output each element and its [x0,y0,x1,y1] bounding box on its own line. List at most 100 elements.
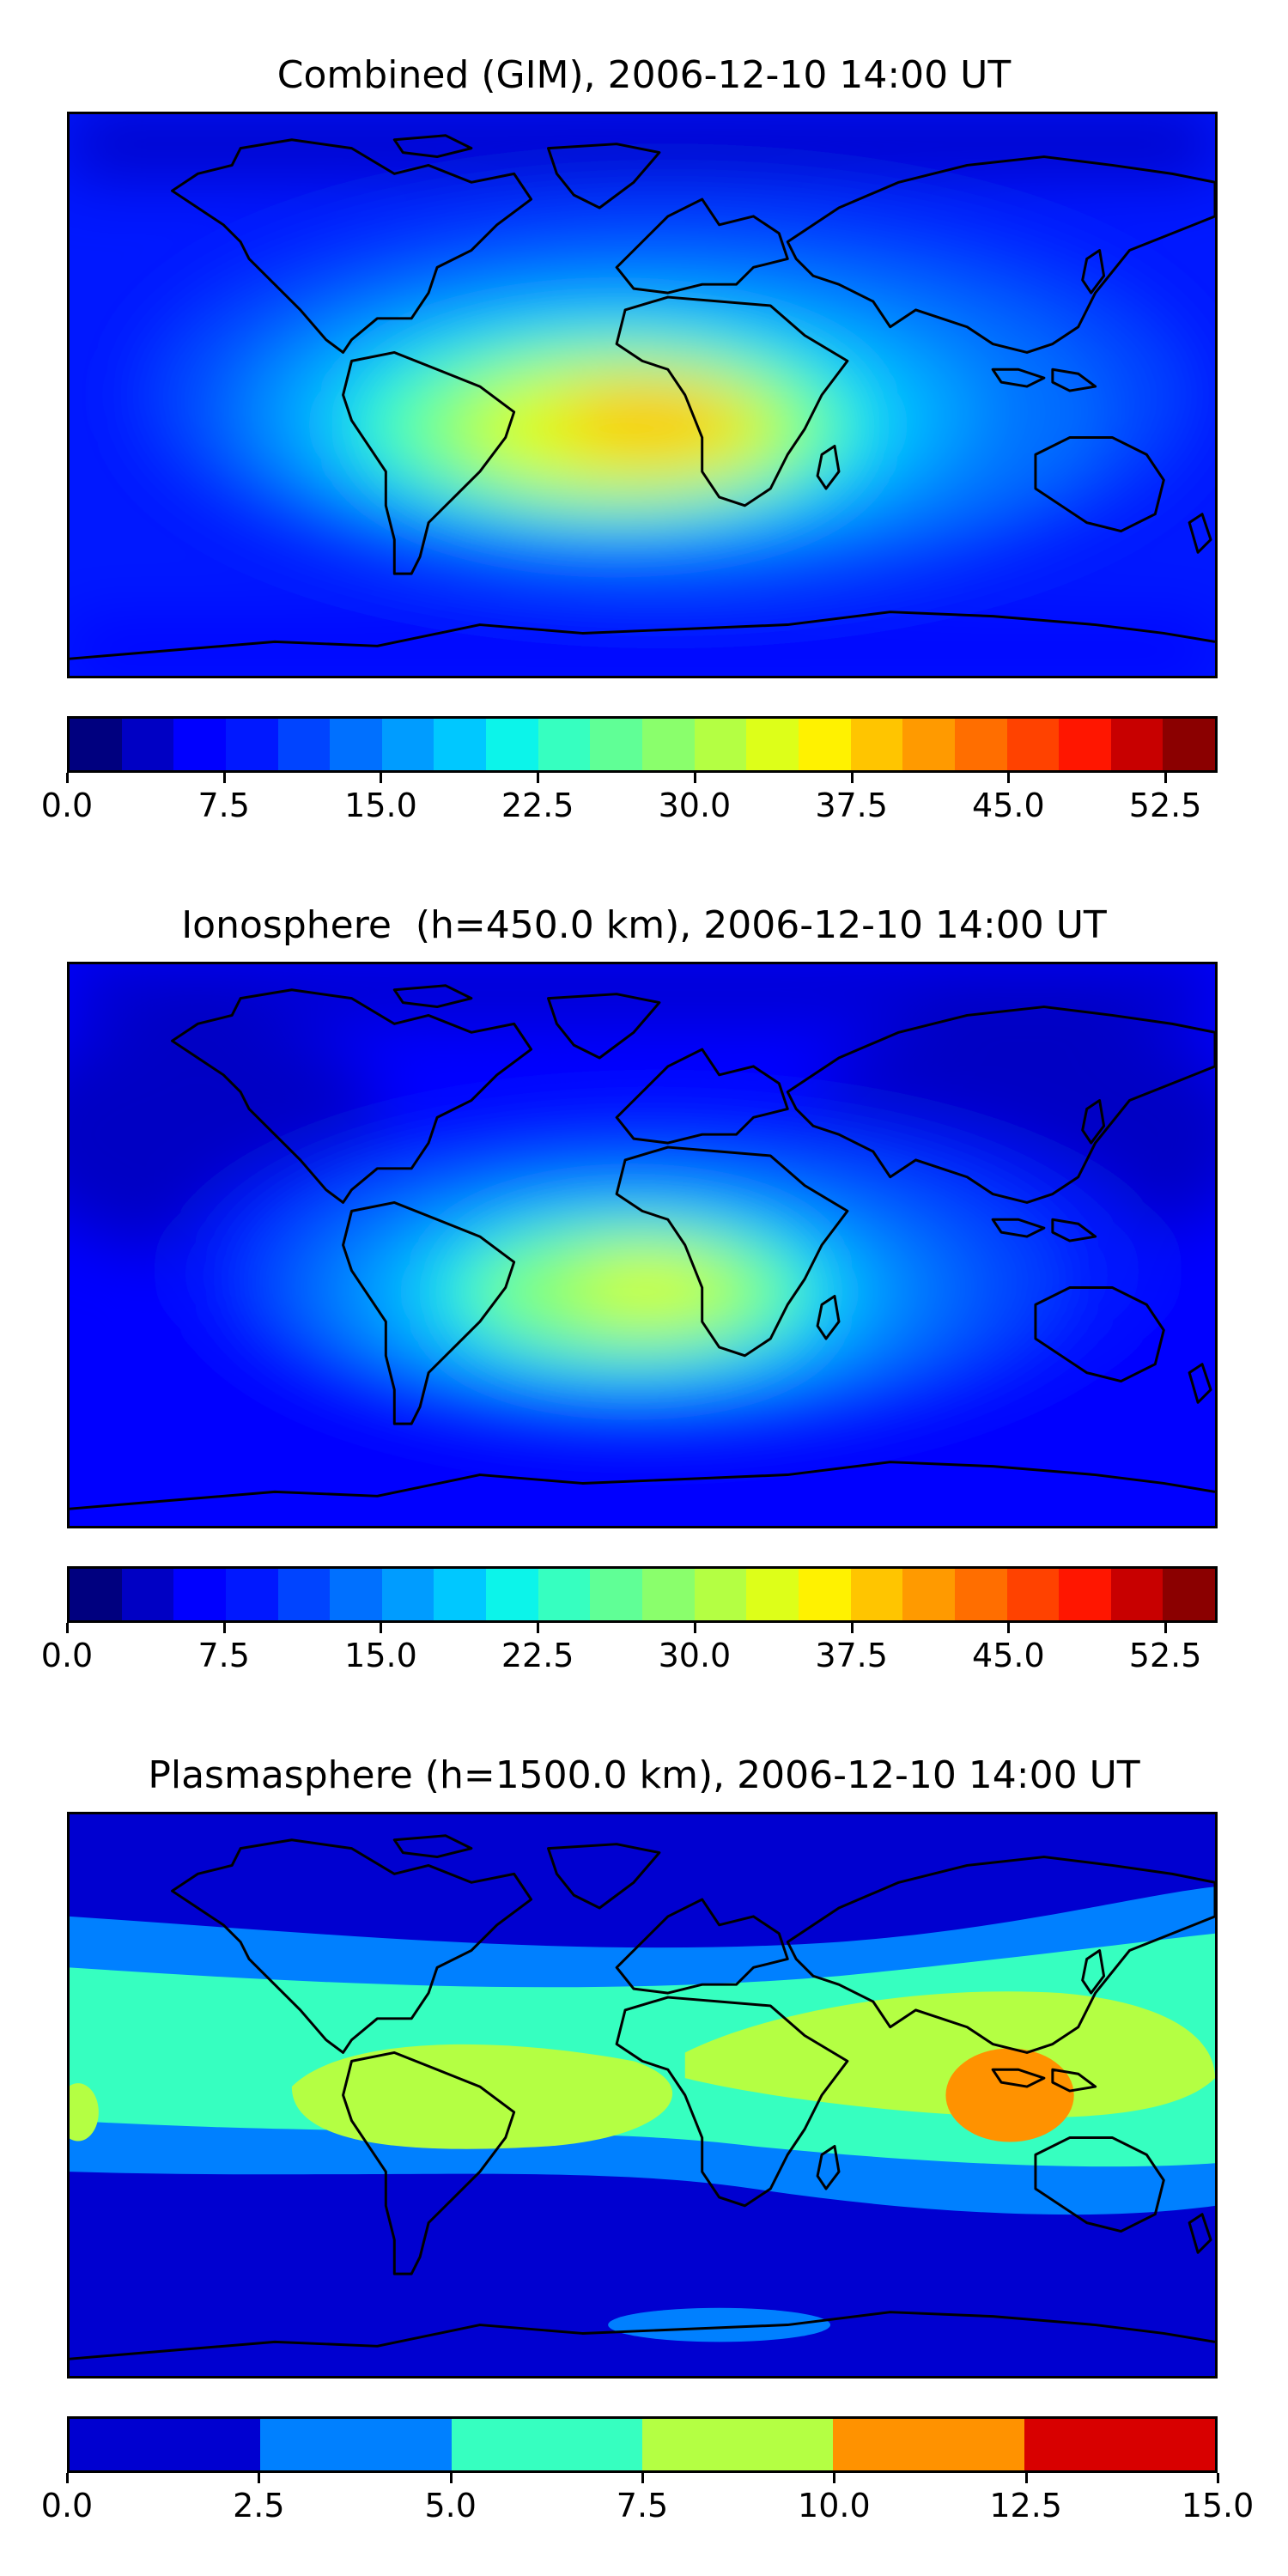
map-ionosphere [67,962,1218,1528]
field-contours [70,1886,1215,2342]
colorbar-segment [590,1569,643,1620]
colorbar-tick-label: 5.0 [424,2487,477,2524]
colorbar-tick [1024,2473,1028,2483]
colorbar-tick-label: 10.0 [798,2487,871,2524]
colorbar-tick [222,773,226,783]
colorbar-segment [902,1569,955,1620]
colorbar-segment [225,1569,278,1620]
colorbar-segment [746,1569,799,1620]
colorbar-segment [954,1569,1007,1620]
map-plasmasphere [67,1812,1218,2379]
colorbar-segment [1006,1569,1060,1620]
colorbar-segment [451,2419,642,2470]
colorbar-tick-label: 37.5 [815,787,888,824]
colorbar-ionosphere [67,1566,1218,1623]
colorbar-segment [381,1569,434,1620]
colorbar-tick [833,2473,836,2483]
colorbar-tick [1007,773,1011,783]
colorbar-segment [330,719,382,770]
colorbar-segment [850,1569,903,1620]
colorbar-tick-label: 15.0 [1181,2487,1255,2524]
map-svg [70,1814,1215,2376]
colorbar-tick [1217,2473,1219,2483]
colorbar-segment [833,2419,1024,2470]
colorbar-segment [173,1569,226,1620]
colorbar-segment [1059,719,1111,770]
colorbar-segment [381,719,434,770]
colorbar-segment [260,2419,452,2470]
colorbar-tick-label: 0.0 [40,787,94,824]
colorbar-tick-label: 12.5 [989,2487,1062,2524]
colorbar-segment [1110,1569,1163,1620]
colorbar-tick [1164,1623,1168,1633]
colorbar-segment [954,719,1007,770]
colorbar-segment [1163,719,1216,770]
colorbar-tick [693,773,696,783]
map-svg [70,964,1215,1526]
colorbar-segment [277,719,331,770]
colorbar-tick-label: 30.0 [658,787,732,824]
colorbar-tick-label: 45.0 [972,1637,1045,1674]
colorbar-tick-label: 7.5 [197,787,250,824]
colorbar-plasmasphere [67,2416,1218,2473]
colorbar-segment [173,719,226,770]
colorbar-tick [850,1623,854,1633]
colorbar-tick-label: 15.0 [344,1637,417,1674]
colorbar-tick [258,2473,261,2483]
colorbar-segment [277,1569,331,1620]
colorbar-segment [798,1569,851,1620]
colorbar-tick [537,773,540,783]
colorbar-tick [66,2473,69,2483]
panel-title: Combined (GIM), 2006-12-10 14:00 UT [276,53,1012,97]
colorbar-segment [642,719,695,770]
colorbar-segment [486,719,538,770]
colorbar-segment [70,1569,122,1620]
colorbar-segment [225,719,278,770]
colorbar-tick [380,1623,383,1633]
map-combined [67,112,1218,678]
colorbar-tick [380,773,383,783]
colorbar-tick-label: 0.0 [40,2487,94,2524]
colorbar-tick [66,1623,69,1633]
colorbar-segment [538,1569,591,1620]
colorbar-tick-label: 30.0 [658,1637,732,1674]
colorbar-tick-label: 7.5 [616,2487,669,2524]
colorbar-segment [121,1569,174,1620]
colorbar-segment [694,719,747,770]
colorbar-tick-label: 45.0 [972,787,1045,824]
colorbar-tick-label: 37.5 [815,1637,888,1674]
colorbar-segment [538,719,591,770]
colorbar-tick-label: 15.0 [344,787,417,824]
colorbar-tick [641,2473,644,2483]
colorbar-segment [1059,1569,1111,1620]
colorbar-tick [222,1623,226,1633]
colorbar-segment [798,719,851,770]
colorbar-segment [642,1569,695,1620]
colorbar-tick-label: 0.0 [40,1637,94,1674]
colorbar-ticks: 0.0 7.5 15.0 22.5 30.0 37.5 45.0 52.5 [41,1623,1218,1674]
colorbar-segment [1110,719,1163,770]
colorbar-tick [1164,773,1168,783]
colorbar-segment [486,1569,538,1620]
colorbar-tick [850,773,854,783]
colorbar-segment [434,1569,487,1620]
colorbar-combined [67,716,1218,773]
colorbar-tick-label: 7.5 [197,1637,250,1674]
colorbar-tick-label: 22.5 [501,1637,574,1674]
colorbar-segment [1163,1569,1216,1620]
colorbar-tick [1007,1623,1011,1633]
colorbar-tick-label: 22.5 [501,787,574,824]
colorbar-segment [434,719,487,770]
panel-title: Plasmasphere (h=1500.0 km), 2006-12-10 1… [148,1753,1140,1797]
colorbar-segment [641,2419,834,2470]
colorbar-tick-label: 2.5 [233,2487,285,2524]
colorbar-segment [121,719,174,770]
colorbar-ticks: 0.0 7.5 15.0 22.5 30.0 37.5 45.0 52.5 [41,773,1218,824]
colorbar-segment [694,1569,747,1620]
colorbar-segment [70,2419,261,2470]
colorbar-segment [330,1569,382,1620]
colorbar-tick [537,1623,540,1633]
field-contours [70,964,1215,1441]
field-contours [70,114,1215,676]
colorbar-segment [902,719,955,770]
